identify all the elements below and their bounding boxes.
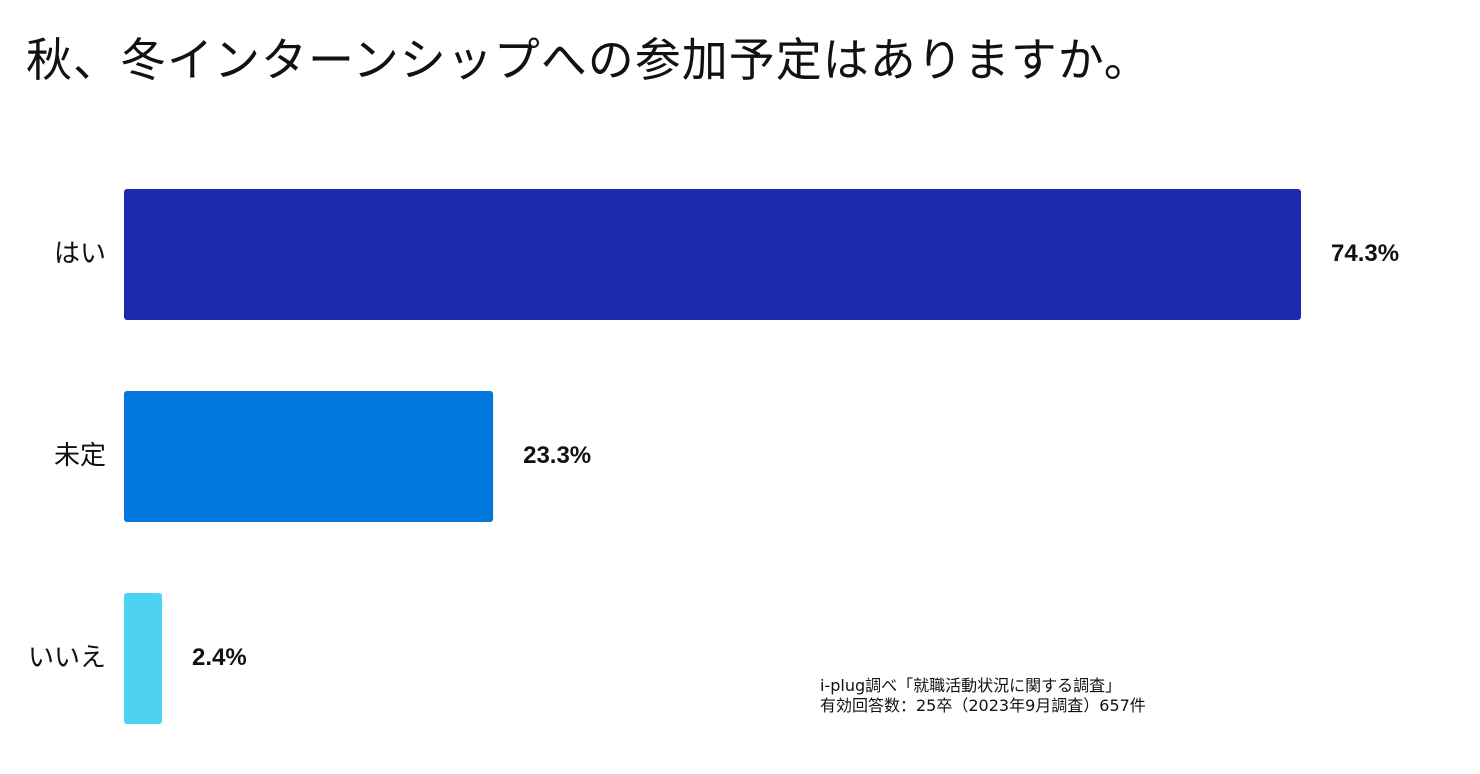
value-label-3: 2.4% [192,644,247,671]
bar-3 [124,593,163,724]
source-line-2: 有効回答数：25卒（2023年9月調査）657件 [820,696,1146,715]
category-label-2: 未定 [54,441,106,471]
source-note: i-plug調べ「就職活動状況に関する調査」 有効回答数：25卒（2023年9月… [820,676,1146,716]
source-line-1: i-plug調べ「就職活動状況に関する調査」 [820,676,1122,695]
category-label-1: はい [54,239,106,269]
value-label-1: 74.3% [1331,240,1399,267]
category-label-3: いいえ [28,643,106,673]
bar-2 [124,391,494,522]
bar-1 [124,189,1301,320]
chart-title: 秋、冬インターンシップへの参加予定はありますか。 [26,33,1151,87]
value-label-2: 23.3% [523,442,591,469]
